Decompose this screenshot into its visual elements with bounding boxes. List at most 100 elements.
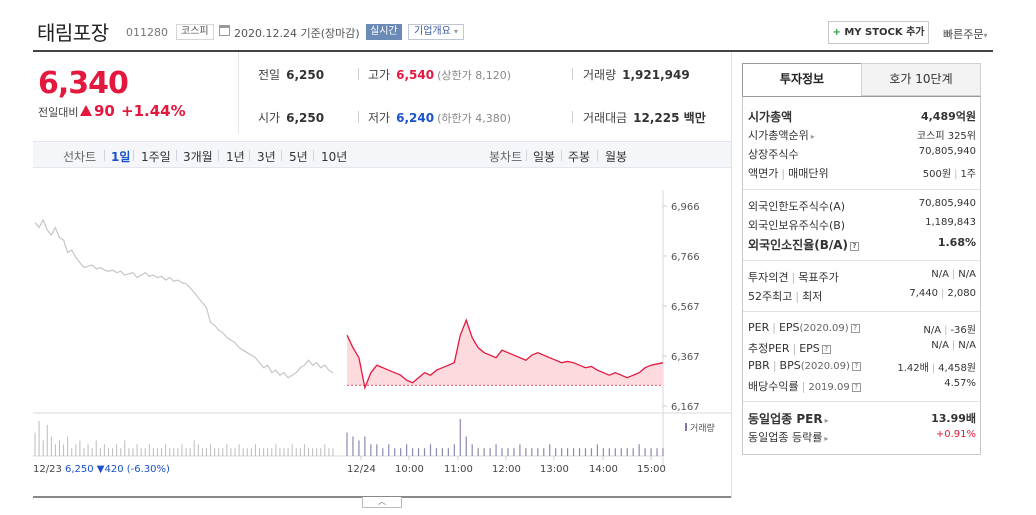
market-cap-value: 4,489억원	[920, 110, 976, 123]
period-3y[interactable]: 3년	[257, 150, 276, 164]
prev-close: 전일 6,250	[258, 66, 324, 83]
low-price: 저가 6,240 (하한가 4,380)	[368, 109, 511, 126]
x-tick-label: 11:00	[444, 464, 473, 475]
tab-order-book[interactable]: 호가 10단계	[861, 63, 981, 96]
period-5y[interactable]: 5년	[289, 150, 308, 164]
x-tick-label: 10:00	[395, 464, 424, 475]
tab-investment-info[interactable]: 투자정보	[742, 63, 862, 96]
dividend-label: 배당수익률 | 2019.09?	[748, 378, 861, 394]
period-10y[interactable]: 10년	[321, 150, 348, 164]
info-tabs: 투자정보 호가 10단계	[742, 63, 981, 96]
info-row-est-per: 추정PER | EPS? N/A | N/A	[748, 340, 976, 355]
volume-value: 1,921,949	[622, 68, 690, 82]
panel-divider	[743, 189, 980, 190]
high-value: 6,540	[396, 68, 435, 82]
divider	[572, 111, 573, 123]
period-1d[interactable]: 1일	[111, 150, 131, 164]
info-row-foreign-hold: 외국인보유주식수(B) 1,189,843	[748, 217, 976, 232]
candle-monthly[interactable]: 월봉	[605, 150, 628, 164]
help-icon[interactable]: ?	[821, 345, 831, 354]
up-triangle-icon	[80, 105, 92, 116]
volume: 거래량 1,921,949	[583, 66, 690, 83]
prev-day-summary: 6,250 ▼420 (-6.30%)	[65, 464, 170, 475]
shares-value: 70,805,940	[918, 146, 976, 157]
stock-name: 태림포장	[37, 21, 109, 45]
calendar-icon	[219, 25, 230, 36]
chart-collapse-toggle[interactable]: ︿	[362, 497, 402, 508]
info-row-sector-per[interactable]: 동일업종 PER ▸ 13.99배	[748, 410, 976, 426]
candle-daily[interactable]: 일봉	[533, 150, 556, 164]
info-row-shares: 상장주식수 70,805,940	[748, 146, 976, 161]
candle-chart-label: 봉차트	[489, 150, 523, 164]
change-percent: +1.44%	[121, 102, 186, 120]
divider	[218, 150, 219, 161]
help-icon[interactable]: ?	[851, 383, 861, 392]
stock-code: 011280	[126, 26, 168, 39]
x-tick-label: 15:00	[637, 464, 666, 475]
divider	[526, 150, 527, 161]
divider	[597, 150, 598, 161]
market-cap-rank-label: 시가총액순위 ▸	[748, 129, 815, 142]
foreign-hold-label: 외국인보유주식수(B)	[748, 219, 846, 232]
x-tick-label: 12/23	[33, 464, 62, 475]
sector-per-label: 동일업종 PER ▸	[748, 412, 829, 426]
divider	[572, 68, 573, 80]
divider	[249, 150, 250, 161]
date-text: 2020.12.24 기준(장마감)	[234, 27, 360, 40]
info-row-market-cap-rank[interactable]: 시가총액순위 ▸ 코스피 325위	[748, 127, 976, 142]
chevron-up-icon: ︿	[378, 497, 386, 506]
change-amount: 90	[80, 102, 115, 120]
divider	[133, 150, 134, 161]
company-overview-button[interactable]: 기업개요 ▾	[408, 24, 465, 40]
turnover-label: 거래대금	[583, 111, 628, 125]
info-row-foreign-limit: 외국인한도주식수(A) 70,805,940	[748, 198, 976, 213]
my-stock-label: MY STOCK 추가	[844, 27, 925, 38]
open-price: 시가 6,250	[258, 109, 324, 126]
summary-divider	[238, 52, 239, 134]
help-icon[interactable]: ?	[850, 242, 860, 251]
panel-divider	[743, 311, 980, 312]
volume-legend-label: 거래량	[690, 422, 715, 434]
est-per-value: N/A | N/A	[931, 340, 976, 351]
period-3m[interactable]: 3개월	[183, 150, 213, 164]
quick-order-button[interactable]: 빠른주문▾	[943, 26, 988, 42]
x-tick-label: 12/24	[347, 464, 376, 475]
range-52w-label: 52주최고 | 최저	[748, 290, 823, 303]
per-eps-label: PER | EPS(2020.09)?	[748, 321, 860, 334]
foreign-limit-label: 외국인한도주식수(A)	[748, 200, 846, 213]
prev-day-price-line	[34, 218, 334, 379]
est-per-label: 추정PER | EPS?	[748, 340, 831, 356]
per-eps-value: N/A | -36원	[923, 325, 976, 336]
live-badge[interactable]: 실시간	[366, 24, 402, 40]
my-stock-add-button[interactable]: + MY STOCK 추가	[828, 21, 929, 44]
sector-change-label: 동일업종 등락률 ▸	[748, 431, 829, 444]
info-row-par-lot: 액면가 | 매매단위 500원 | 1주	[748, 165, 976, 180]
plus-icon: +	[832, 27, 841, 38]
panel-divider	[743, 401, 980, 402]
pbr-bps-label: PBR | BPS(2020.09)?	[748, 359, 861, 372]
period-1w[interactable]: 1주일	[141, 150, 171, 164]
stock-header: 태림포장 011280 코스피 2020.12.24 기준(장마감) 실시간 기…	[33, 14, 993, 50]
candle-weekly[interactable]: 주봉	[568, 150, 591, 164]
change-label: 전일대비	[38, 106, 79, 119]
lower-limit: (하한가 4,380)	[437, 112, 511, 125]
turnover: 거래대금 12,225 백만	[583, 109, 706, 126]
investment-info-panel: 시가총액 4,489억원 시가총액순위 ▸ 코스피 325위 상장주식수 70,805,…	[742, 96, 981, 455]
period-1y[interactable]: 1년	[226, 150, 245, 164]
par-lot-value: 500원 | 1주	[922, 169, 976, 180]
change-amount-value: 90	[94, 102, 115, 120]
pbr-bps-value: 1.42배 | 4,458원	[897, 363, 976, 374]
price-chart[interactable]: 6,966 6,766 6,567 6,367 6,167 거래량 12/23 12/24 10…	[33, 190, 731, 480]
sector-per-value: 13.99배	[931, 412, 976, 425]
divider	[176, 150, 177, 161]
market-badge: 코스피	[176, 24, 214, 40]
opinion-label: 투자의견 | 목표주가	[748, 271, 839, 284]
info-row-sector-change[interactable]: 동일업종 등락률 ▸ +0.91%	[748, 429, 976, 444]
low-label: 저가	[368, 111, 391, 125]
help-icon[interactable]: ?	[851, 362, 861, 371]
divider	[561, 150, 562, 161]
market-cap-label: 시가총액	[748, 110, 793, 124]
divider	[358, 111, 359, 123]
chevron-right-icon: ▸	[810, 132, 815, 141]
help-icon[interactable]: ?	[850, 324, 860, 333]
